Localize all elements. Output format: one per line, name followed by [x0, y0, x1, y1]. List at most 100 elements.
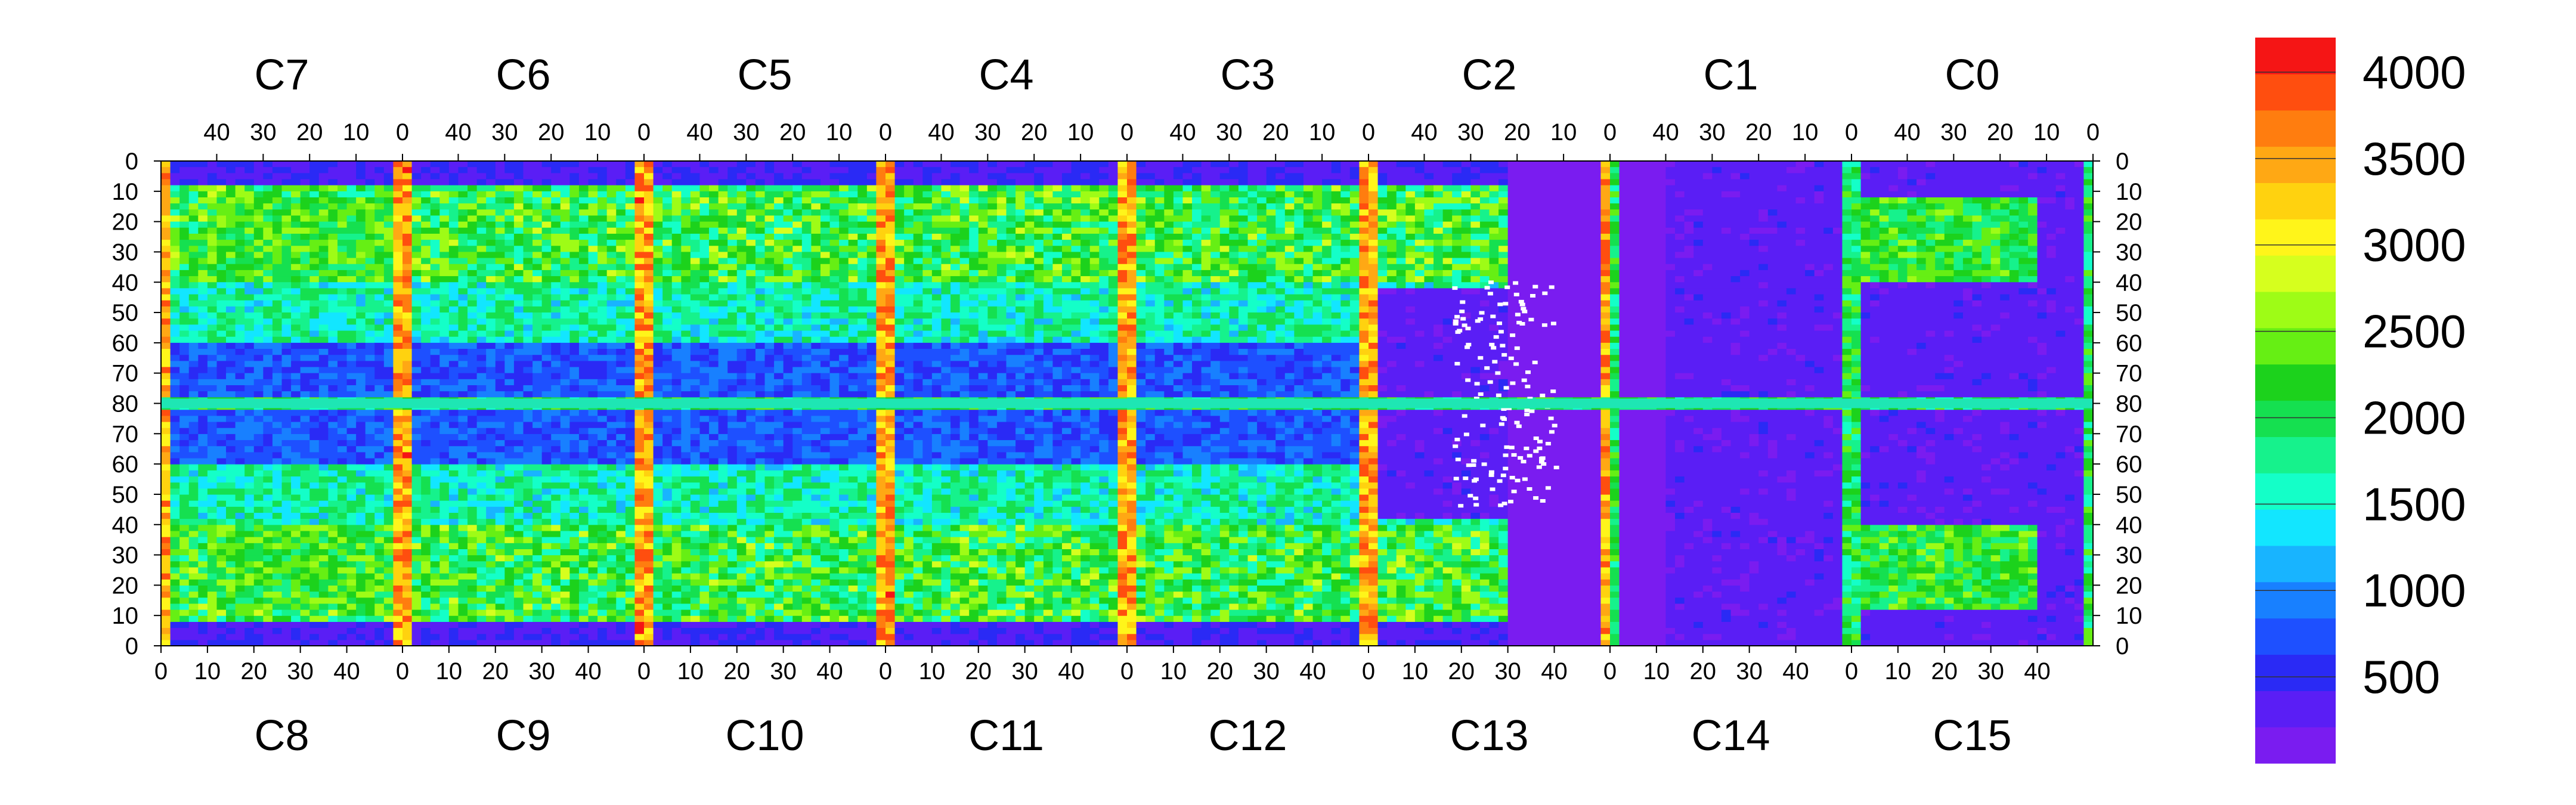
- heatmap-cell: [272, 457, 283, 465]
- heatmap-cell: [764, 506, 775, 513]
- heatmap-cell: [736, 240, 747, 246]
- heatmap-cell: [634, 379, 645, 386]
- heatmap-cell: [439, 561, 450, 568]
- heatmap-cell: [755, 355, 766, 361]
- heatmap-cell: [718, 318, 738, 325]
- heatmap-cell: [300, 543, 310, 549]
- heatmap-cell: [746, 561, 756, 568]
- heatmap-cell: [439, 494, 450, 501]
- heatmap-cell: [281, 573, 292, 580]
- heatmap-cell: [170, 355, 180, 361]
- heatmap-cell: [337, 385, 348, 392]
- heatmap-cell: [718, 428, 728, 434]
- heatmap-cell: [402, 512, 413, 519]
- heatmap-cell: [439, 227, 450, 234]
- heatmap-cell: [430, 167, 440, 174]
- heatmap-cell: [458, 506, 468, 513]
- heatmap-cell: [439, 336, 450, 343]
- heatmap-cell: [198, 191, 208, 198]
- heatmap-cell: [226, 633, 245, 640]
- heatmap-cell: [616, 367, 636, 374]
- heatmap-cell: [829, 579, 840, 586]
- heatmap-cell: [616, 227, 636, 234]
- heatmap-cell: [811, 464, 821, 470]
- heatmap-cell: [699, 324, 710, 332]
- heatmap-cell: [337, 373, 348, 380]
- heatmap-cell: [792, 445, 803, 453]
- heatmap-cell: [235, 252, 245, 259]
- heatmap-cell: [430, 276, 459, 283]
- heatmap-cell: [188, 524, 199, 531]
- heatmap-cell: [569, 627, 580, 634]
- heatmap-cell: [653, 482, 663, 489]
- heatmap-cell: [300, 603, 310, 610]
- heatmap-cell: [458, 179, 478, 186]
- heatmap-cell: [513, 566, 524, 574]
- heatmap-cell: [681, 252, 691, 259]
- heatmap-cell: [681, 476, 710, 483]
- heatmap-cell: [170, 451, 208, 459]
- heatmap-cell: [263, 318, 273, 325]
- heatmap-cell: [671, 294, 682, 301]
- heatmap-cell: [625, 258, 636, 265]
- heatmap-cell: [811, 209, 821, 216]
- heatmap-cell: [374, 518, 385, 525]
- heatmap-cell: [597, 258, 608, 265]
- heatmap-cell: [634, 312, 645, 319]
- heatmap-cell: [291, 300, 301, 307]
- heatmap-cell: [625, 530, 636, 537]
- heatmap-cell: [857, 330, 877, 338]
- heatmap-cell: [857, 428, 877, 434]
- heatmap-cell: [272, 264, 292, 271]
- heatmap-cell: [458, 434, 468, 441]
- heatmap-cell: [439, 457, 450, 465]
- heatmap-cell: [569, 524, 580, 531]
- heatmap-cell: [746, 179, 756, 186]
- heatmap-cell: [383, 288, 394, 295]
- heatmap-cell: [179, 561, 190, 568]
- heatmap-cell: [170, 336, 208, 343]
- heatmap-cell: [476, 197, 487, 204]
- heatmap-cell: [681, 300, 701, 307]
- heatmap-cell: [811, 336, 821, 343]
- heatmap-cell: [699, 543, 710, 549]
- heatmap-cell: [820, 476, 840, 483]
- heatmap-cell: [170, 597, 180, 604]
- heatmap-cell: [644, 300, 654, 307]
- heatmap-cell: [393, 451, 403, 459]
- heatmap-cell: [681, 464, 691, 470]
- heatmap-cell: [578, 179, 589, 186]
- heatmap-cell: [801, 476, 812, 483]
- heatmap-cell: [170, 282, 180, 289]
- heatmap-cell: [866, 524, 877, 531]
- heatmap-cell: [866, 270, 877, 277]
- heatmap-cell: [959, 173, 988, 180]
- heatmap-cell: [644, 391, 654, 398]
- heatmap-cell: [216, 597, 236, 604]
- heatmap-cell: [811, 573, 831, 580]
- heatmap-cell: [839, 330, 849, 338]
- heatmap-cell: [792, 591, 803, 598]
- heatmap-cell: [439, 482, 450, 489]
- heatmap-cell: [616, 585, 626, 592]
- heatmap-cell: [848, 585, 858, 592]
- heatmap-cell: [421, 537, 440, 543]
- heatmap-cell: [281, 457, 292, 465]
- heatmap-cell: [829, 488, 840, 495]
- heatmap-cell: [179, 367, 190, 374]
- heatmap-cell: [801, 482, 831, 489]
- heatmap-cell: [504, 566, 515, 574]
- heatmap-cell: [783, 506, 831, 513]
- heatmap-cell: [1006, 167, 1035, 174]
- heatmap-cell: [866, 585, 877, 592]
- heatmap-cell: [616, 330, 626, 338]
- heatmap-cell: [458, 633, 478, 640]
- heatmap-cell: [421, 215, 431, 222]
- heatmap-cell: [235, 627, 245, 634]
- heatmap-cell: [198, 185, 218, 192]
- heatmap-cell: [421, 524, 431, 531]
- heatmap-cell: [736, 227, 747, 234]
- heatmap-cell: [504, 330, 515, 338]
- heatmap-cell: [411, 294, 431, 301]
- heatmap-cell: [597, 597, 608, 604]
